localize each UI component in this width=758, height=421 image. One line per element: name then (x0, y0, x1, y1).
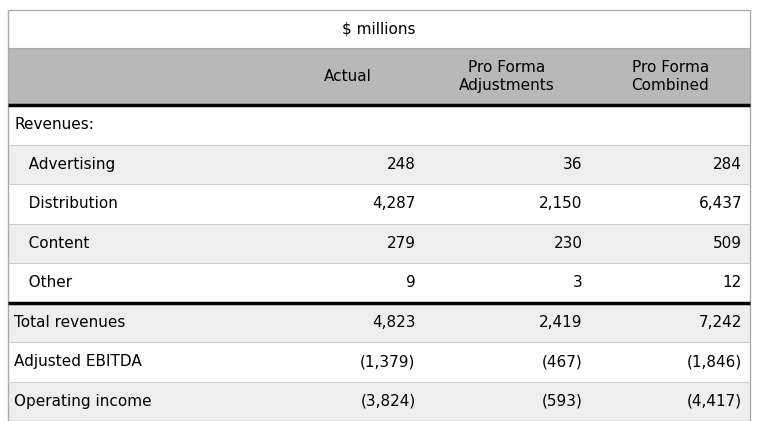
Text: 509: 509 (713, 236, 742, 251)
Text: 279: 279 (387, 236, 415, 251)
Text: Distribution: Distribution (14, 196, 118, 211)
Bar (8, 184, 750, 224)
Text: 2,419: 2,419 (539, 315, 582, 330)
Text: 4,287: 4,287 (372, 196, 415, 211)
Bar (8, 10, 750, 48)
Bar (8, 263, 750, 303)
Text: 3: 3 (573, 275, 582, 290)
Bar (8, 224, 750, 263)
Text: Actual: Actual (324, 69, 371, 84)
Text: (1,846): (1,846) (687, 354, 742, 369)
Text: (1,379): (1,379) (360, 354, 415, 369)
Text: 248: 248 (387, 157, 415, 172)
Text: Pro Forma
Adjustments: Pro Forma Adjustments (459, 60, 555, 93)
Text: Revenues:: Revenues: (14, 117, 94, 132)
Text: (467): (467) (542, 354, 582, 369)
Text: (4,417): (4,417) (687, 394, 742, 409)
Text: Adjusted EBITDA: Adjusted EBITDA (14, 354, 142, 369)
Text: Total revenues: Total revenues (14, 315, 125, 330)
Bar (8, 105, 750, 144)
Text: (593): (593) (542, 394, 582, 409)
Text: 12: 12 (722, 275, 742, 290)
Bar (8, 48, 750, 105)
Text: 7,242: 7,242 (699, 315, 742, 330)
Text: $ millions: $ millions (343, 21, 415, 37)
Text: (3,824): (3,824) (360, 394, 415, 409)
Text: 2,150: 2,150 (539, 196, 582, 211)
Text: Pro Forma
Combined: Pro Forma Combined (631, 60, 709, 93)
Text: Other: Other (14, 275, 72, 290)
Text: Advertising: Advertising (14, 157, 115, 172)
Bar (8, 381, 750, 421)
Text: Content: Content (14, 236, 89, 251)
Text: Operating income: Operating income (14, 394, 152, 409)
Text: 6,437: 6,437 (698, 196, 742, 211)
Text: 230: 230 (553, 236, 582, 251)
Bar (8, 342, 750, 381)
Text: 4,823: 4,823 (372, 315, 415, 330)
Bar (8, 144, 750, 184)
Text: 9: 9 (406, 275, 415, 290)
Text: 284: 284 (713, 157, 742, 172)
Bar (8, 303, 750, 342)
Text: 36: 36 (563, 157, 582, 172)
